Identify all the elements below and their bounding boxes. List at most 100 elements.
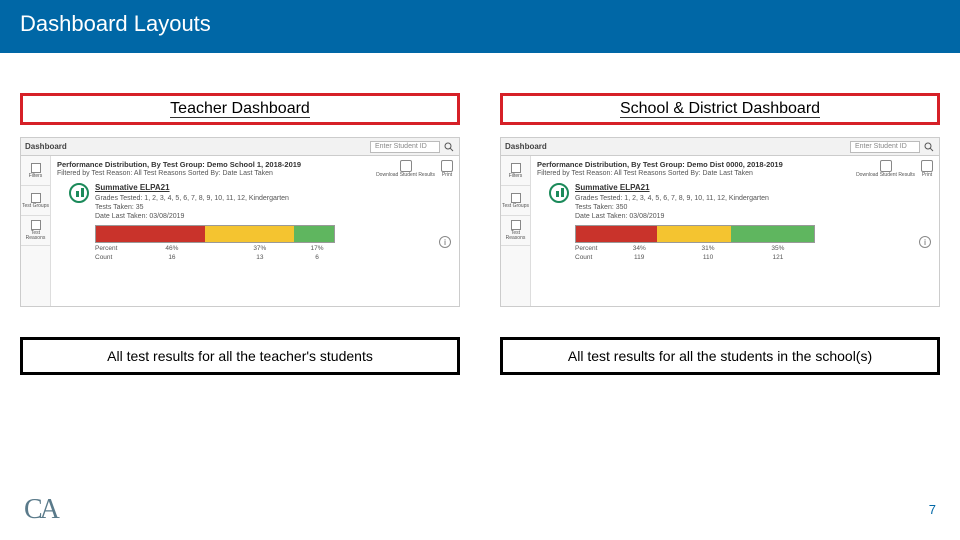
bar-segment [294, 226, 334, 242]
meta-date-label: Date Last Taken: [575, 213, 627, 220]
tool-icon [880, 160, 892, 172]
meta-taken: 350 [616, 204, 628, 211]
percent-value: 31% [675, 245, 741, 252]
percent-value: 37% [221, 245, 299, 252]
distribution-chart: Percent46%37%17% Count16136 [95, 225, 335, 261]
toolbar: Download Student Results Print [376, 160, 453, 178]
slide-header: Dashboard Layouts [0, 0, 960, 50]
page-number: 7 [929, 502, 936, 517]
meta-taken-label: Tests Taken: [95, 204, 134, 211]
meta-date-label: Date Last Taken: [95, 213, 147, 220]
meta-grades: 1, 2, 3, 4, 5, 6, 7, 8, 9, 10, 11, 12, K… [624, 195, 769, 202]
tool-button[interactable]: Print [441, 160, 453, 178]
sidebar-item[interactable]: Test Groups [21, 186, 50, 216]
meta-taken-label: Tests Taken: [575, 204, 614, 211]
sidebar-icon [31, 193, 41, 203]
meta-date: 03/08/2019 [629, 213, 664, 220]
tool-button[interactable]: Download Student Results [856, 160, 915, 178]
meta-grades: 1, 2, 3, 4, 5, 6, 7, 8, 9, 10, 11, 12, K… [144, 195, 289, 202]
sidebar-icon [511, 163, 521, 173]
dashboard-nav-title: Dashboard [25, 142, 67, 151]
card-meta: Grades Tested: 1, 2, 3, 4, 5, 6, 7, 8, 9… [575, 194, 933, 221]
stacked-bar [95, 225, 335, 243]
district-column: School & District Dashboard Dashboard En… [500, 93, 940, 375]
slide-footer: CA 7 [0, 485, 960, 540]
sidebar-item[interactable]: Test Groups [501, 186, 530, 216]
column-heading: School & District Dashboard [620, 100, 820, 118]
dashboard-screenshot: Dashboard Enter Student ID Filters Test G… [500, 137, 940, 307]
sidebar-item[interactable]: Filters [501, 156, 530, 186]
sidebar-label: Test Groups [502, 204, 529, 209]
chart-icon [549, 183, 569, 203]
count-value: 16 [123, 254, 220, 261]
card-body: Summative ELPA21 Grades Tested: 1, 2, 3, … [575, 183, 933, 261]
bar-segment [205, 226, 293, 242]
axis-count-label: Count [575, 254, 603, 261]
slide-title: Dashboard Layouts [20, 11, 211, 37]
search-input[interactable]: Enter Student ID [850, 141, 920, 153]
dashboard-main: Performance Distribution, By Test Group:… [51, 156, 459, 306]
column-heading: Teacher Dashboard [170, 100, 310, 118]
card-title[interactable]: Summative ELPA21 [95, 183, 453, 192]
axis-count: Count119110121 [575, 254, 815, 261]
card-body: Summative ELPA21 Grades Tested: 1, 2, 3, … [95, 183, 453, 261]
meta-date: 03/08/2019 [149, 213, 184, 220]
percent-value: 17% [299, 245, 335, 252]
tool-label: Download Student Results [376, 172, 435, 178]
column-caption-box: All test results for all the teacher's s… [20, 337, 460, 375]
toolbar: Download Student Results Print [856, 160, 933, 178]
bar-segment [657, 226, 731, 242]
search-icon[interactable] [923, 141, 935, 153]
column-heading-box: School & District Dashboard [500, 93, 940, 125]
stacked-bar [575, 225, 815, 243]
sidebar-item[interactable]: Test Reasons [21, 216, 50, 246]
info-icon[interactable]: i [439, 236, 451, 248]
card-title[interactable]: Summative ELPA21 [575, 183, 933, 192]
bar-segment [96, 226, 205, 242]
count-value: 119 [603, 254, 675, 261]
assessment-card: Summative ELPA21 Grades Tested: 1, 2, 3, … [549, 183, 933, 261]
tool-label: Print [922, 172, 932, 178]
sidebar-item[interactable]: Filters [21, 156, 50, 186]
dashboard-main: Performance Distribution, By Test Group:… [531, 156, 939, 306]
tool-label: Print [442, 172, 452, 178]
tool-button[interactable]: Print [921, 160, 933, 178]
bar-segment [576, 226, 657, 242]
dashboard-sidebar: FiltersTest GroupsTest Reasons [21, 156, 51, 306]
bar-segment [731, 226, 814, 242]
axis-percent-label: Percent [575, 245, 603, 252]
meta-grades-label: Grades Tested: [575, 195, 622, 202]
search-input[interactable]: Enter Student ID [370, 141, 440, 153]
count-value: 110 [675, 254, 741, 261]
search-icon[interactable] [443, 141, 455, 153]
sidebar-icon [31, 220, 41, 230]
dashboard-topbar: Dashboard Enter Student ID [501, 138, 939, 156]
teacher-column: Teacher Dashboard Dashboard Enter Studen… [20, 93, 460, 375]
info-icon[interactable]: i [919, 236, 931, 248]
sidebar-item[interactable]: Test Reasons [501, 216, 530, 246]
dashboard-screenshot: Dashboard Enter Student ID FiltersTest G… [20, 137, 460, 307]
column-caption-box: All test results for all the students in… [500, 337, 940, 375]
tool-button[interactable]: Download Student Results [376, 160, 435, 178]
meta-taken: 35 [136, 204, 144, 211]
tool-icon [441, 160, 453, 172]
column-heading-box: Teacher Dashboard [20, 93, 460, 125]
sidebar-icon [511, 220, 521, 230]
tool-label: Download Student Results [856, 172, 915, 178]
count-value: 6 [299, 254, 335, 261]
percent-value: 34% [603, 245, 675, 252]
card-meta: Grades Tested: 1, 2, 3, 4, 5, 6, 7, 8, 9… [95, 194, 453, 221]
dashboard-topbar: Dashboard Enter Student ID [21, 138, 459, 156]
distribution-chart: Percent34%31%35% Count119110121 [575, 225, 815, 261]
axis-percent: Percent34%31%35% [575, 245, 815, 252]
sidebar-label: Filters [509, 174, 523, 179]
chart-icon [69, 183, 89, 203]
axis-percent-label: Percent [95, 245, 123, 252]
axis-percent: Percent46%37%17% [95, 245, 335, 252]
dashboard-body: FiltersTest GroupsTest ReasonsPerformanc… [21, 156, 459, 306]
axis-count: Count16136 [95, 254, 335, 261]
assessment-card: Summative ELPA21 Grades Tested: 1, 2, 3, … [69, 183, 453, 261]
count-value: 13 [221, 254, 299, 261]
percent-value: 35% [741, 245, 815, 252]
percent-value: 46% [123, 245, 220, 252]
